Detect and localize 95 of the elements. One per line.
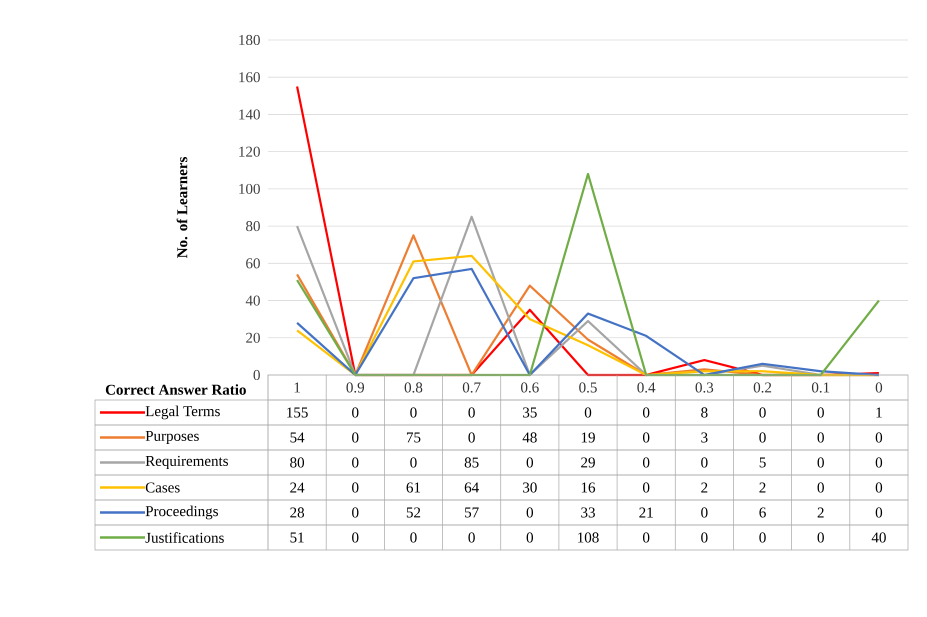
data-label: 0: [876, 432, 882, 443]
data-label: 0: [643, 482, 650, 493]
x-tick-label: 0.3: [696, 382, 714, 393]
data-label: 2: [701, 482, 708, 492]
data-label: 19: [582, 432, 595, 443]
data-label: 0: [584, 407, 592, 418]
data-label: 0: [818, 407, 824, 418]
x-axis-title: Correct Answer Ratio: [106, 384, 246, 395]
data-label: 57: [465, 508, 479, 518]
data-label: 0: [876, 507, 882, 518]
x-tick-label: 1: [294, 382, 300, 392]
data-label: 0: [410, 532, 417, 543]
data-label: 28: [290, 507, 304, 518]
data-label: 0: [526, 457, 534, 468]
data-label: 8: [701, 407, 708, 418]
data-label: 5: [760, 458, 766, 468]
data-label: 0: [818, 457, 824, 468]
data-label: 0: [818, 432, 824, 443]
data-label: 0: [526, 532, 534, 543]
data-label: 48: [522, 432, 537, 443]
x-tick-label: 0.9: [346, 382, 364, 393]
data-label: 0: [818, 482, 824, 493]
legend-label: Purposes: [146, 430, 199, 444]
data-label: 155: [287, 407, 308, 418]
data-label: 61: [406, 482, 420, 493]
data-label: 30: [523, 482, 537, 493]
x-tick-label: 0.2: [754, 382, 772, 393]
legend-label: Cases: [146, 482, 180, 493]
data-label: 108: [578, 532, 599, 543]
data-label: 0: [352, 407, 358, 418]
data-label: 3: [701, 432, 708, 443]
data-label: 52: [406, 507, 420, 518]
y-tick-label: 100: [239, 184, 260, 194]
data-label: 0: [701, 457, 708, 468]
data-label: 0: [643, 407, 650, 418]
data-label: 0: [352, 432, 358, 443]
data-label: 0: [468, 407, 475, 418]
y-tick-label: 160: [239, 72, 260, 82]
y-tick-label: 120: [239, 146, 260, 157]
data-label: 0: [352, 482, 358, 493]
data-label: 0: [818, 532, 824, 543]
data-label: 2: [818, 508, 824, 518]
data-label: 29: [581, 457, 595, 468]
y-tick-label: 80: [246, 221, 260, 232]
data-label: 16: [582, 482, 596, 493]
data-label: 85: [464, 457, 479, 468]
data-label: 0: [526, 507, 534, 518]
data-label: 0: [759, 407, 766, 418]
y-tick-label: 60: [246, 258, 260, 268]
y-tick-label: 180: [239, 34, 260, 46]
data-label: 64: [464, 482, 479, 493]
x-tick-label: 0: [876, 382, 882, 393]
data-label: 0: [759, 432, 766, 443]
legend-label: Requirements: [146, 456, 228, 470]
data-label: 21: [639, 508, 653, 518]
data-label: 24: [290, 482, 304, 492]
data-label: 0: [876, 482, 882, 493]
data-label: 2: [759, 482, 766, 492]
data-label: 0: [701, 507, 708, 518]
data-label: 75: [406, 432, 420, 442]
x-tick-label: 0.8: [404, 382, 422, 393]
data-label: 0: [352, 457, 358, 468]
legend-label: Justifications: [146, 532, 224, 543]
data-label: 0: [759, 532, 766, 543]
data-label: 0: [643, 432, 650, 443]
data-label: 40: [872, 532, 886, 543]
data-label: 0: [468, 532, 475, 543]
data-label: 1: [876, 408, 882, 418]
data-label: 35: [523, 407, 537, 418]
data-label: 0: [410, 407, 417, 418]
x-tick-label: 0.7: [462, 382, 481, 393]
data-label: 80: [290, 457, 304, 468]
data-label: 0: [643, 532, 650, 543]
y-tick-label: 20: [246, 332, 260, 343]
data-label: 54: [290, 432, 304, 442]
data-label: 0: [876, 457, 882, 468]
data-label: 51: [290, 532, 304, 543]
legend-label: Legal Terms: [146, 406, 220, 420]
data-label: 0: [643, 457, 650, 468]
data-label: 6: [759, 507, 766, 518]
y-axis-title: No. of Learners: [176, 157, 188, 258]
legend-label: Proceedings: [146, 506, 218, 520]
x-tick-label: 0.5: [579, 382, 597, 393]
x-tick-label: 0.1: [812, 382, 830, 393]
data-label: 0: [352, 507, 358, 518]
y-tick-label: 40: [246, 295, 260, 306]
y-tick-label: 0: [254, 370, 260, 380]
data-label: 33: [581, 507, 595, 518]
data-label: 0: [701, 532, 708, 543]
x-tick-label: 0.4: [637, 382, 656, 393]
x-tick-label: 0.6: [521, 382, 539, 393]
data-label: 0: [468, 432, 475, 443]
data-label: 0: [352, 532, 358, 543]
y-tick-label: 140: [239, 109, 260, 120]
data-label: 0: [410, 457, 417, 468]
